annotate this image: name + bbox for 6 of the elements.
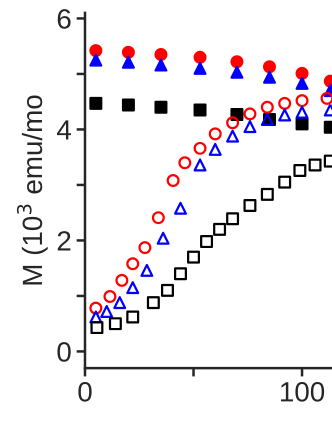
- y-tick-label: 6: [58, 9, 71, 29]
- y-axis-title: M (10$^{3}$ emu/mo: [16, 95, 48, 284]
- x-tick-label: 100: [280, 382, 324, 402]
- y-tick-label: 2: [58, 231, 70, 250]
- y-tick-label: 4: [56, 120, 71, 140]
- y-tick-label: 0: [57, 342, 71, 362]
